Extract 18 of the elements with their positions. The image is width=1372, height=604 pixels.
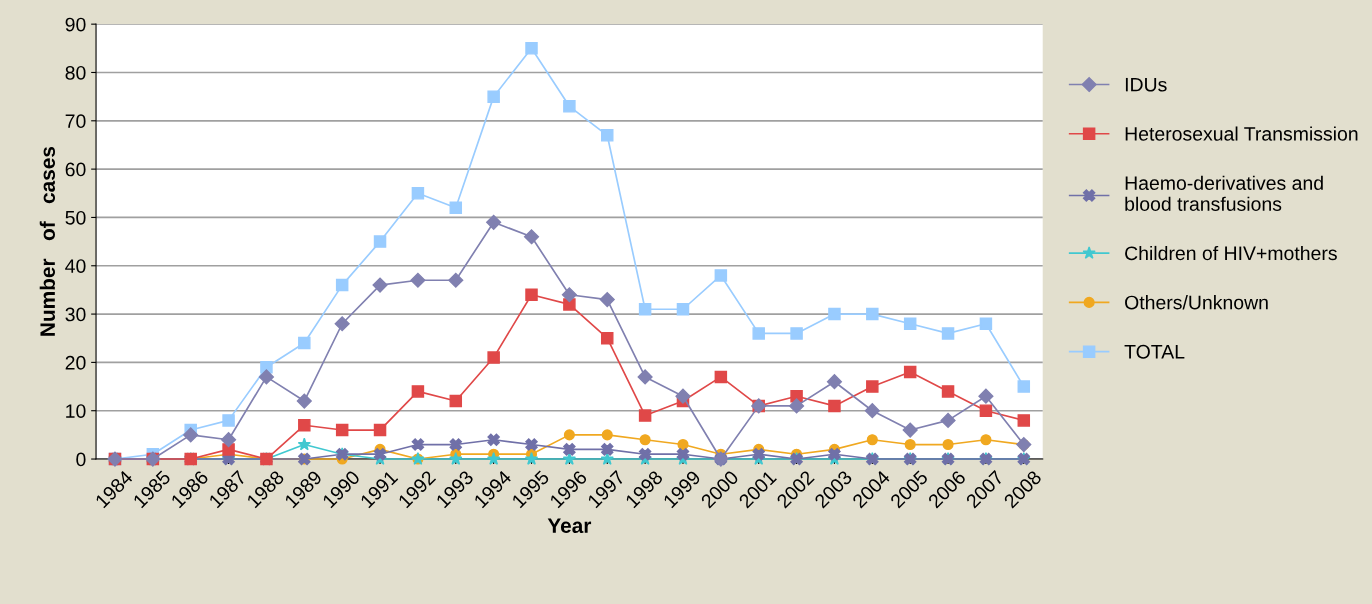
y-tick-label: 10 [66, 404, 86, 418]
y-tick-label: 90 [65, 17, 86, 32]
y-tick-label: 50 [65, 210, 86, 225]
y-tick-label: 30 [65, 307, 86, 322]
y-tick-label: 60 [65, 162, 86, 177]
y-axis-title: Number of cases [39, 146, 56, 336]
y-tick-label: 40 [65, 259, 86, 273]
legend-label: Haemo-derivatives and blood transfusions [1125, 175, 1323, 211]
y-tick-label: 70 [65, 114, 86, 129]
legend-label: IDUs [1125, 77, 1167, 92]
y-tick-label: 80 [65, 65, 86, 80]
legend-label: Children of HIV+mothers [1125, 245, 1337, 261]
y-tick-label: 0 [76, 452, 86, 467]
legend-label: Heterosexual Transmission [1125, 126, 1358, 141]
y-tick-label: 20 [65, 355, 86, 370]
legend-label: TOTAL [1124, 344, 1185, 359]
legend-label: Others/Unknown [1125, 295, 1268, 310]
x-axis-title: Year [547, 518, 592, 534]
